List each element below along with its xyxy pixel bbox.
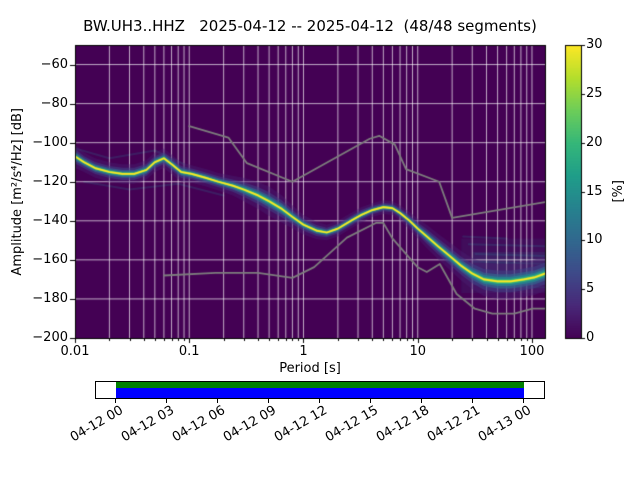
coverage-processed-stripe — [116, 382, 524, 388]
figure-title: BW.UH3..HHZ 2025-04-12 -- 2025-04-12 (48… — [83, 17, 537, 35]
y-tick-label: −200 — [32, 330, 68, 345]
y-tick-label: −100 — [32, 134, 68, 150]
colorbar-tick-label: 10 — [586, 232, 603, 248]
y-tick-label: −120 — [32, 173, 68, 189]
coverage-data-stripe — [116, 388, 524, 398]
y-tick-label: −180 — [32, 290, 68, 306]
x-tick-label: 0.1 — [178, 344, 200, 359]
colorbar-tick-label: 15 — [586, 183, 603, 199]
coverage-bar — [95, 381, 545, 399]
colorbar-label-text: [%] — [610, 180, 626, 203]
y-tick-label: −140 — [32, 212, 68, 228]
y-tick-label: −80 — [40, 95, 68, 111]
timeline-tick-mark — [115, 399, 116, 403]
timeline-tick-mark — [370, 399, 371, 403]
y-axis-label-text: Amplitude [m²/s⁴/Hz] [dB] — [9, 107, 25, 276]
x-tick-label: 10 — [409, 344, 426, 359]
x-tick-label: 100 — [519, 344, 545, 359]
y-tick-label: −160 — [32, 251, 68, 267]
colorbar-tick-label: 30 — [586, 37, 603, 52]
timeline-tick-mark — [166, 399, 167, 403]
timeline-tick-mark — [319, 399, 320, 403]
colorbar-tick-label: 0 — [586, 330, 595, 345]
y-tick-label: −60 — [40, 56, 68, 72]
timeline-tick-mark — [268, 399, 269, 403]
colorbar-tick-label: 5 — [586, 281, 595, 297]
colorbar-label: [%] — [610, 45, 626, 338]
timeline-tick-mark — [523, 399, 524, 403]
x-axis-label: Period [s] — [279, 361, 341, 376]
colorbar-tick-label: 25 — [586, 85, 603, 101]
timeline-tick-mark — [421, 399, 422, 403]
x-tick-label: 0.01 — [60, 344, 90, 359]
colorbar-tick-label: 20 — [586, 134, 603, 150]
x-tick-label: 1 — [299, 344, 308, 359]
timeline-tick-mark — [472, 399, 473, 403]
timeline-tick-mark — [217, 399, 218, 403]
